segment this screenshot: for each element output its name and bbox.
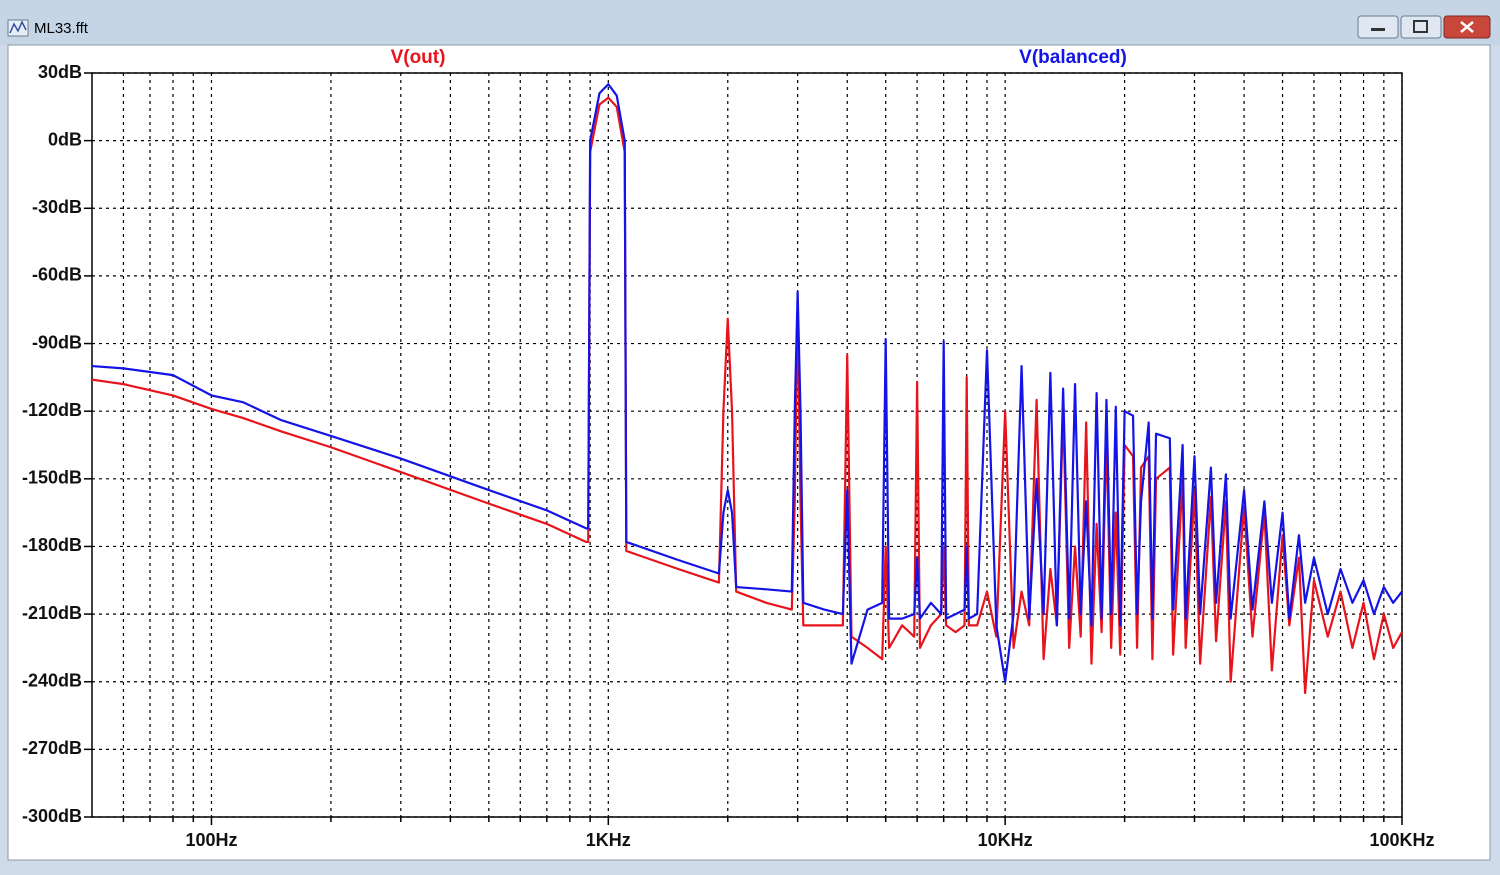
y-tick-label: 30dB — [38, 62, 82, 82]
window-title: ML33.fft — [34, 20, 89, 37]
minimize-button[interactable] — [1357, 15, 1399, 39]
plot-frame — [91, 72, 1403, 818]
series-line — [91, 83, 1403, 683]
y-tick-label: -90dB — [32, 332, 82, 352]
y-tick-label: -300dB — [22, 806, 82, 826]
plot: 30dB 0dB -30dB -60dB -90dB -120dB -150dB -180dB… — [22, 47, 1435, 850]
x-tick-label: 100Hz — [185, 830, 237, 850]
y-tick-label: -120dB — [22, 400, 82, 420]
close-button[interactable] — [1443, 15, 1491, 39]
y-tick-label: -210dB — [22, 603, 82, 623]
y-tick-label: -60dB — [32, 265, 82, 285]
x-tick-label: 10KHz — [978, 830, 1033, 850]
window-icon — [7, 19, 29, 37]
legend-label: V(balanced) — [1019, 47, 1127, 68]
title-bar — [0, 0, 1500, 45]
legend-label: V(out) — [391, 47, 446, 68]
x-tick-label: 1KHz — [586, 830, 631, 850]
x-tick-label: 100KHz — [1369, 830, 1434, 850]
y-tick-label: 0dB — [48, 129, 82, 149]
y-tick-label: -240dB — [22, 670, 82, 690]
y-tick-label: -180dB — [22, 535, 82, 555]
series-line — [91, 96, 1403, 695]
y-tick-label: -270dB — [22, 738, 82, 758]
maximize-button[interactable] — [1400, 15, 1442, 39]
plot-pane — [7, 44, 1491, 861]
y-tick-label: -150dB — [22, 468, 82, 488]
y-tick-label: -30dB — [32, 197, 82, 217]
